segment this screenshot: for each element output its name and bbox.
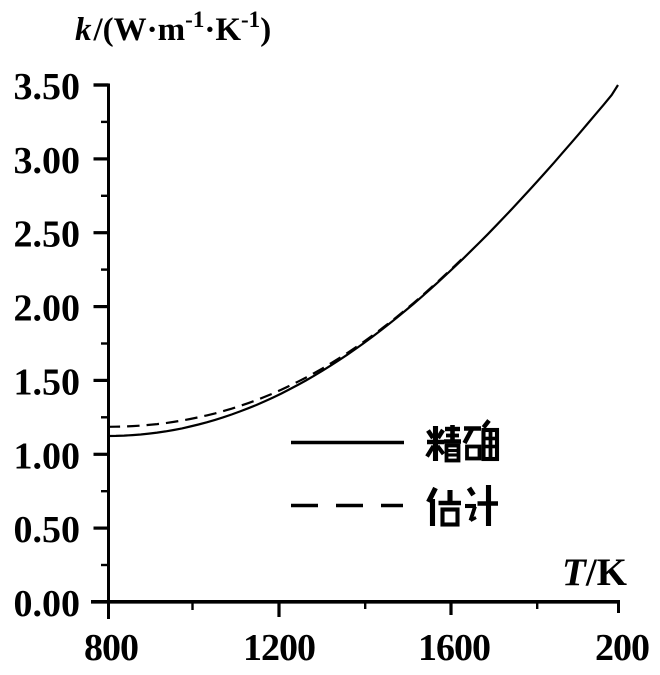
svg-text:200: 200 (595, 627, 649, 669)
svg-text:3.00: 3.00 (14, 140, 81, 182)
svg-text:800: 800 (84, 627, 138, 669)
svg-text:1600: 1600 (418, 627, 490, 669)
svg-text:2.00: 2.00 (14, 288, 81, 330)
svg-text:0.50: 0.50 (14, 509, 81, 551)
svg-text:k/(W·m-1·K-1): k/(W·m-1·K-1) (75, 7, 271, 48)
svg-text:1200: 1200 (243, 627, 315, 669)
svg-text:1.00: 1.00 (14, 435, 81, 477)
svg-text:T/K: T/K (562, 551, 628, 594)
svg-text:2.50: 2.50 (14, 214, 81, 256)
svg-text:1.50: 1.50 (14, 361, 81, 403)
svg-text:3.50: 3.50 (14, 66, 81, 108)
svg-text:0.00: 0.00 (14, 583, 81, 625)
